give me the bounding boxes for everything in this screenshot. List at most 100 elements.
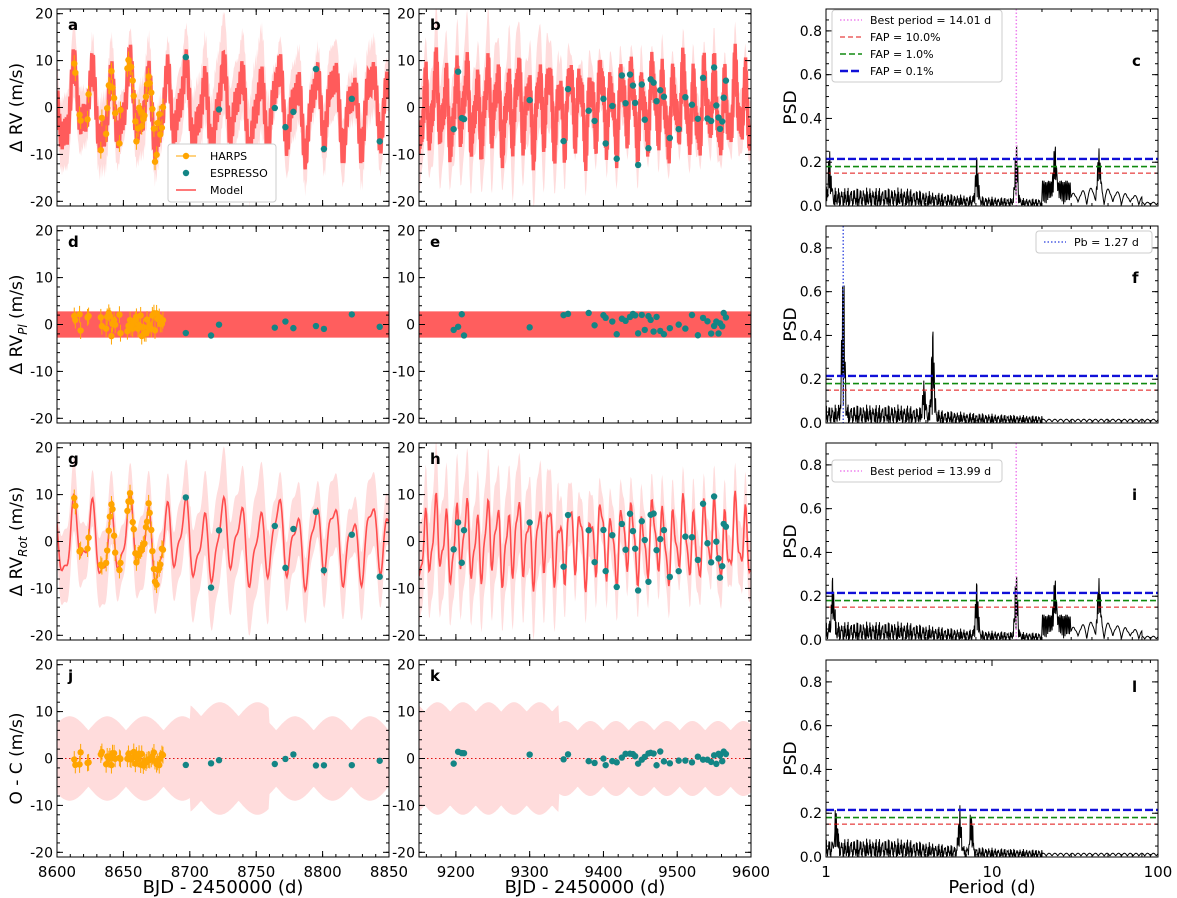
ytick-label: 10 xyxy=(397,54,415,70)
harps-point xyxy=(159,104,167,111)
espresso-point xyxy=(591,322,598,329)
espresso-point xyxy=(707,117,715,125)
espresso-point xyxy=(653,762,660,769)
panel-label: g xyxy=(68,450,79,468)
harps-point xyxy=(76,311,83,318)
ytick-label: -20 xyxy=(30,411,53,427)
espresso-point xyxy=(710,64,718,71)
harps-point xyxy=(132,760,139,767)
espresso-point xyxy=(675,321,682,328)
espresso-point xyxy=(591,558,598,566)
plot-area-b xyxy=(419,9,751,206)
espresso-point xyxy=(290,751,297,758)
espresso-point xyxy=(526,324,533,331)
periodogram-line xyxy=(826,576,1158,640)
espresso-point xyxy=(675,567,682,575)
espresso-point xyxy=(704,540,711,547)
ytick-label: 10 xyxy=(397,488,415,504)
harps-point xyxy=(148,89,155,96)
ytick-label: 0.8 xyxy=(800,675,822,691)
ytick-label: -20 xyxy=(392,411,415,427)
panel-a: -20 -10 0 10 20 a Δ RV (m/s) HARPS ESPRESSO Model xyxy=(7,7,390,210)
espresso-point xyxy=(460,527,468,534)
espresso-point xyxy=(560,563,567,570)
espresso-point xyxy=(622,546,629,553)
ylabel-sub: Pl xyxy=(16,324,30,335)
legend-label: Best period = 14.01 d xyxy=(870,14,991,27)
espresso-point xyxy=(458,311,465,318)
harps-point xyxy=(145,73,152,80)
legend-label: Pb = 1.27 d xyxy=(1074,236,1139,249)
ytick-label: 0 xyxy=(406,535,415,551)
espresso-point xyxy=(722,750,730,758)
espresso-point xyxy=(719,323,726,330)
harps-point xyxy=(149,105,156,113)
espresso-point xyxy=(638,518,646,525)
espresso-point xyxy=(182,53,190,61)
harps-point xyxy=(108,67,115,75)
ytick-label: 0.8 xyxy=(800,24,822,40)
espresso-point xyxy=(666,760,674,767)
espresso-point xyxy=(682,533,689,540)
plot-area-h xyxy=(419,443,751,640)
espresso-point xyxy=(609,531,616,539)
ylabel-unit: (m/s) xyxy=(7,712,27,762)
ytick-label: 10 xyxy=(35,488,53,504)
ytick-label: -20 xyxy=(30,845,53,861)
espresso-point xyxy=(585,107,592,114)
ytick-label: 0.6 xyxy=(800,68,822,84)
ytick-label: -10 xyxy=(392,581,415,597)
espresso-point xyxy=(564,310,572,318)
harps-point xyxy=(102,130,110,138)
espresso-point xyxy=(660,93,668,100)
legend-label: FAP = 1.0% xyxy=(870,48,934,61)
uncertainty-band xyxy=(419,443,751,640)
espresso-point xyxy=(629,82,637,89)
ytick-label: -10 xyxy=(392,364,415,380)
espresso-point xyxy=(647,316,654,324)
espresso-point xyxy=(282,755,289,763)
espresso-point xyxy=(699,500,707,507)
ytick-label: 0.0 xyxy=(800,199,822,215)
espresso-point xyxy=(454,323,462,330)
ytick-label: 20 xyxy=(397,658,415,674)
harps-point xyxy=(140,323,147,331)
harps-point xyxy=(117,329,124,337)
ytick-label: 0.8 xyxy=(800,241,822,257)
harps-point xyxy=(117,755,124,763)
legend-label: Best period = 13.99 d xyxy=(870,465,991,478)
harps-point xyxy=(145,500,152,507)
harps-point xyxy=(142,93,150,100)
ytick-label: 20 xyxy=(397,7,415,23)
plot-area-c xyxy=(826,9,1158,206)
espresso-point xyxy=(450,760,457,767)
legend-harps-label: HARPS xyxy=(210,150,247,163)
ylabel-main: O - C xyxy=(7,762,27,804)
espresso-point xyxy=(312,508,320,516)
espresso-point xyxy=(650,79,657,86)
xtick-label: 8750 xyxy=(237,863,275,881)
ytick-label: 0.2 xyxy=(800,155,822,171)
y-axis-label: O - C (m/s) xyxy=(7,712,27,804)
espresso-point xyxy=(271,522,278,530)
periodogram-line xyxy=(826,805,1158,857)
ytick-label: -20 xyxy=(392,194,415,210)
espresso-point xyxy=(694,753,702,760)
espresso-point xyxy=(622,750,629,758)
panel-label: c xyxy=(1132,52,1141,70)
panel-label: f xyxy=(1132,269,1139,287)
harps-point xyxy=(156,761,163,769)
espresso-point xyxy=(585,757,592,765)
espresso-point xyxy=(271,324,278,331)
harps-point xyxy=(109,84,116,91)
harps-point xyxy=(76,111,83,119)
espresso-point xyxy=(713,102,720,109)
espresso-point xyxy=(715,555,722,562)
panel-g: -20 -10 0 10 20 g Δ RVRot (m/s) xyxy=(7,441,390,644)
ytick-label: 0.4 xyxy=(800,762,822,778)
harps-point xyxy=(72,69,79,76)
plot-area-l xyxy=(826,805,1158,857)
ytick-label: -20 xyxy=(392,845,415,861)
xtick-label: 9300 xyxy=(511,863,549,881)
harps-point xyxy=(149,547,156,555)
